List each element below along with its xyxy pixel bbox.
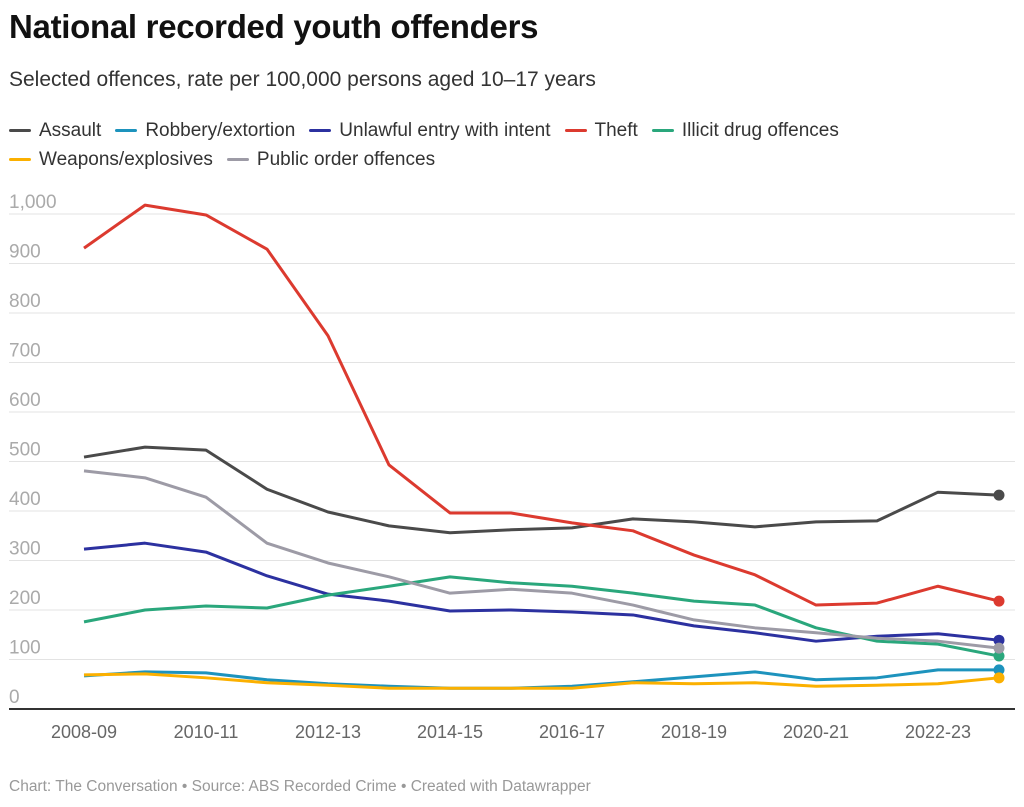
legend-label: Unlawful entry with intent — [339, 120, 551, 141]
x-tick-label: 2016-17 — [539, 722, 605, 742]
x-tick-label: 2014-15 — [417, 722, 483, 742]
legend-swatch — [651, 129, 674, 133]
legend-swatch — [309, 129, 332, 133]
chart-footer: Chart: The Conversation • Source: ABS Re… — [9, 778, 591, 795]
y-tick-label: 900 — [9, 242, 41, 263]
x-tick-label: 2022-23 — [905, 722, 971, 742]
legend: Assault Robbery/extortion Unlawful entry w… — [9, 116, 1009, 174]
y-tick-label: 100 — [9, 638, 41, 659]
y-tick-label: 800 — [9, 291, 41, 312]
legend-item: Theft — [564, 116, 638, 145]
legend-swatch — [9, 129, 31, 133]
legend-item: Unlawful entry with intent — [309, 116, 551, 145]
series-end-point — [993, 634, 1005, 646]
series-end-point — [993, 650, 1005, 662]
series-line-theft — [83, 203, 1000, 607]
series-line-unlawful-entry-with-intent — [83, 541, 1000, 643]
x-tick-label: 2018-19 — [661, 722, 727, 742]
x-tick-label: 2008-09 — [51, 722, 117, 742]
legend-label: Assault — [39, 120, 102, 141]
series-end-point — [993, 642, 1005, 654]
y-tick-label: 1,000 — [9, 192, 57, 213]
legend-item: Illicit drug offences — [651, 116, 839, 145]
series-line-assault — [83, 445, 1000, 535]
legend-item: Public order offences — [226, 145, 436, 174]
chart-title: National recorded youth offenders — [9, 8, 539, 45]
chart-subtitle: Selected offences, rate per 100,000 pers… — [9, 68, 596, 91]
legend-swatch — [115, 129, 138, 133]
series-line-illicit-drug-offences — [83, 575, 1000, 658]
y-tick-label: 300 — [9, 539, 41, 560]
legend-swatch — [9, 158, 31, 162]
y-tick-label: 0 — [9, 687, 20, 708]
series-line-weapons-explosives — [83, 672, 1000, 690]
series-end-point — [993, 595, 1005, 607]
legend-item: Assault — [9, 116, 101, 145]
series-line-public-order-offences — [83, 469, 1000, 650]
series-end-point — [993, 664, 1005, 676]
series-end-point — [993, 672, 1005, 684]
legend-label: Theft — [594, 120, 638, 141]
y-tick-label: 400 — [9, 489, 41, 510]
y-tick-label: 700 — [9, 341, 41, 362]
x-tick-label: 2020-21 — [783, 722, 849, 742]
x-tick-label: 2010-11 — [174, 722, 239, 742]
series-end-point — [993, 489, 1005, 501]
y-tick-label: 500 — [9, 440, 41, 461]
legend-label: Weapons/explosives — [39, 149, 213, 170]
y-tick-label: 600 — [9, 390, 41, 411]
x-tick-label: 2012-13 — [295, 722, 361, 742]
legend-swatch — [564, 129, 587, 133]
legend-label: Illicit drug offences — [681, 120, 839, 141]
legend-item: Weapons/explosives — [9, 145, 213, 174]
legend-item: Robbery/extortion — [115, 116, 295, 145]
legend-label: Robbery/extortion — [145, 120, 296, 141]
y-tick-label: 200 — [9, 588, 41, 609]
legend-label: Public order offences — [256, 149, 436, 170]
legend-swatch — [226, 158, 249, 162]
